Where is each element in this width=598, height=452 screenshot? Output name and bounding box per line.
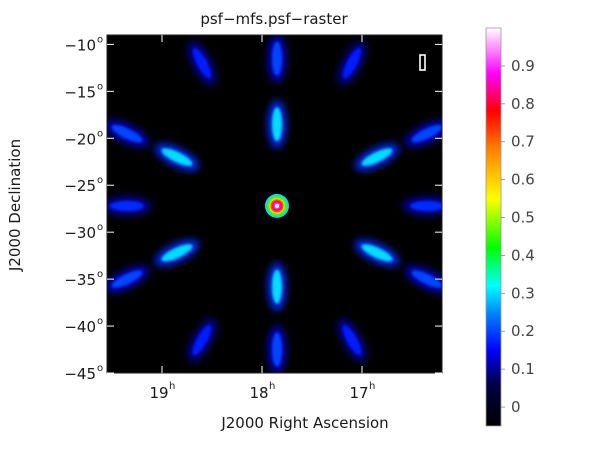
sidelobe-9 bbox=[405, 120, 442, 147]
y-tick-5: −35 o bbox=[64, 269, 442, 289]
polarization-marker bbox=[419, 54, 426, 71]
colorbar-tick-6: 0.6 bbox=[501, 171, 535, 189]
sidelobe-2 bbox=[155, 143, 199, 171]
sidelobe-6 bbox=[268, 35, 286, 83]
y-tick-label: −45 bbox=[64, 365, 96, 383]
x-tick-label: 17 bbox=[349, 384, 368, 402]
x-tick-unit: h bbox=[269, 381, 275, 392]
sidelobe-15 bbox=[338, 41, 366, 85]
y-tick-label: −35 bbox=[64, 271, 96, 289]
y-tick-3: −25 o bbox=[64, 175, 442, 195]
sidelobe-5 bbox=[354, 239, 400, 266]
y-tick-unit: o bbox=[97, 128, 103, 139]
colorbar-tick-label: 0.8 bbox=[511, 95, 535, 113]
colorbar-tick-label: 0.3 bbox=[511, 284, 535, 302]
x-axis: 19 h 18 h 17 h bbox=[149, 35, 375, 402]
y-tick-unit: o bbox=[97, 269, 103, 280]
y-tick-label: −25 bbox=[64, 177, 96, 195]
colorbar-tick-5: 0.5 bbox=[501, 209, 535, 227]
colorbar-tick-1: 0.1 bbox=[501, 360, 535, 378]
colorbar-tick-label: 0.9 bbox=[511, 57, 535, 75]
y-tick-unit: o bbox=[97, 222, 103, 233]
sidelobe-7 bbox=[268, 325, 286, 373]
y-axis: −10 o−15 o−20 o−25 o−30 o−35 o−40 o−45 o bbox=[64, 34, 442, 383]
plot-frame bbox=[106, 34, 443, 374]
colorbar-tick-0: 0 bbox=[501, 398, 521, 416]
colorbar-tick-label: 0.2 bbox=[511, 322, 535, 340]
y-tick-2: −20 o bbox=[64, 128, 442, 148]
colorbar-tick-label: 0.6 bbox=[511, 171, 535, 189]
y-tick-label: −15 bbox=[64, 83, 96, 101]
sidelobe-11 bbox=[405, 265, 442, 293]
sidelobe-16 bbox=[187, 318, 217, 362]
colorbar bbox=[485, 27, 502, 427]
y-tick-unit: o bbox=[97, 363, 103, 374]
x-tick-2: 17 h bbox=[349, 35, 375, 402]
colorbar-tick-label: 0.1 bbox=[511, 360, 535, 378]
y-tick-7: −45 o bbox=[64, 363, 442, 383]
x-tick-unit: h bbox=[169, 381, 175, 392]
y-tick-4: −30 o bbox=[64, 222, 442, 242]
y-tick-label: −30 bbox=[64, 224, 96, 242]
y-tick-label: −10 bbox=[64, 36, 96, 54]
sidelobe-12 bbox=[107, 196, 151, 215]
psf-peak bbox=[265, 193, 289, 218]
colorbar-tick-4: 0.4 bbox=[501, 246, 535, 264]
psf-image bbox=[107, 35, 442, 373]
y-tick-0: −10 o bbox=[64, 34, 442, 54]
y-tick-1: −15 o bbox=[64, 81, 442, 101]
sidelobe-14 bbox=[188, 41, 216, 85]
colorbar-tick-8: 0.8 bbox=[501, 95, 535, 113]
sidelobe-1 bbox=[268, 262, 286, 311]
colorbar-tick-9: 0.9 bbox=[501, 57, 535, 75]
x-axis-title: J2000 Right Ascension bbox=[220, 414, 388, 432]
x-tick-label: 19 bbox=[149, 384, 168, 402]
chart-title: psf−mfs.psf−raster bbox=[200, 10, 348, 28]
x-tick-unit: h bbox=[369, 381, 375, 392]
y-tick-unit: o bbox=[97, 34, 103, 45]
colorbar-tick-2: 0.2 bbox=[501, 322, 535, 340]
sidelobe-10 bbox=[107, 265, 149, 293]
x-tick-label: 18 bbox=[249, 384, 268, 402]
y-tick-unit: o bbox=[97, 175, 103, 186]
sidelobe-17 bbox=[337, 318, 367, 362]
x-tick-1: 18 h bbox=[249, 35, 275, 402]
y-tick-label: −20 bbox=[64, 130, 96, 148]
y-tick-label: −40 bbox=[64, 318, 96, 336]
colorbar-tick-label: 0 bbox=[511, 398, 521, 416]
colorbar-tick-7: 0.7 bbox=[501, 133, 535, 151]
sidelobe-0 bbox=[268, 100, 286, 149]
colorbar-tick-label: 0.4 bbox=[511, 246, 535, 264]
sidelobe-13 bbox=[403, 196, 442, 215]
colorbar-tick-label: 0.7 bbox=[511, 133, 535, 151]
colorbar-tick-3: 0.3 bbox=[501, 284, 535, 302]
y-tick-unit: o bbox=[97, 316, 103, 327]
x-tick-0: 19 h bbox=[149, 35, 175, 402]
y-axis-title: J2000 Declination bbox=[6, 139, 24, 272]
sidelobe-3 bbox=[355, 143, 399, 171]
colorbar-axis: 0 0.1 0.2 0.3 0.4 0.5 0.6 0.7 0.8 0.9 bbox=[501, 57, 535, 416]
y-tick-unit: o bbox=[97, 81, 103, 92]
y-tick-6: −40 o bbox=[64, 316, 442, 336]
colorbar-tick-label: 0.5 bbox=[511, 209, 535, 227]
sidelobe-4 bbox=[154, 239, 200, 266]
sidelobe-8 bbox=[107, 120, 149, 147]
